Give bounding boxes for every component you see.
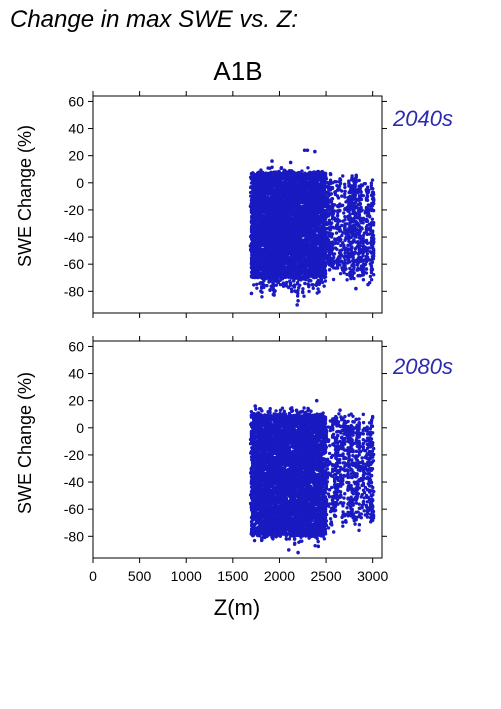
data-point bbox=[295, 294, 300, 298]
data-point bbox=[259, 168, 263, 172]
data-point bbox=[262, 279, 266, 283]
data-point bbox=[278, 282, 283, 287]
data-point bbox=[311, 286, 315, 290]
data-point bbox=[248, 190, 253, 195]
data-point bbox=[255, 286, 259, 290]
data-point bbox=[301, 290, 305, 294]
data-point bbox=[260, 295, 264, 299]
data-point bbox=[272, 293, 276, 297]
scenario-title: A1B bbox=[213, 56, 262, 86]
y-tick-label: 60 bbox=[68, 93, 84, 109]
panel-label-2040s: 2040s bbox=[392, 106, 453, 131]
data-point bbox=[307, 283, 311, 287]
y-tick-label: -40 bbox=[64, 229, 84, 245]
data-point bbox=[254, 253, 259, 257]
data-point bbox=[292, 283, 297, 288]
y-tick-label: -80 bbox=[64, 283, 84, 299]
data-point bbox=[273, 289, 277, 293]
data-point bbox=[311, 283, 315, 287]
data-point bbox=[284, 280, 289, 285]
data-point bbox=[265, 283, 269, 288]
y-axis-label-2040s: SWE Change (%) bbox=[15, 125, 35, 267]
y-tick-label: -20 bbox=[64, 202, 84, 218]
y-tick-label: -60 bbox=[64, 256, 84, 272]
data-point bbox=[306, 166, 310, 170]
y-tick-label: 0 bbox=[76, 175, 84, 191]
data-point bbox=[260, 290, 264, 294]
data-point bbox=[249, 291, 254, 296]
data-point bbox=[289, 289, 294, 294]
data-point bbox=[307, 289, 311, 294]
data-point bbox=[317, 290, 321, 294]
figure-heading: Change in max SWE vs. Z: bbox=[10, 6, 298, 33]
y-tick-label: 40 bbox=[68, 121, 84, 137]
data-point bbox=[252, 283, 256, 287]
data-point bbox=[268, 288, 272, 292]
data-point bbox=[298, 283, 302, 287]
data-point bbox=[295, 280, 300, 285]
panel-2040s: 2040s SWE Change (%) -80 -60 -40 -20 0 20 40 60 bbox=[15, 91, 453, 318]
plot-frame bbox=[92, 95, 383, 314]
data-point bbox=[303, 281, 307, 286]
data-point bbox=[279, 166, 284, 170]
data-point bbox=[292, 279, 296, 283]
data-point bbox=[301, 287, 305, 291]
data-point bbox=[309, 279, 313, 283]
data-point bbox=[300, 169, 304, 173]
data-point bbox=[302, 294, 306, 298]
data-point bbox=[255, 282, 259, 286]
y-tick-label: 20 bbox=[68, 148, 84, 164]
data-point bbox=[288, 281, 293, 285]
data-point bbox=[270, 165, 274, 169]
scatter-points bbox=[248, 148, 376, 307]
data-point bbox=[262, 283, 266, 287]
